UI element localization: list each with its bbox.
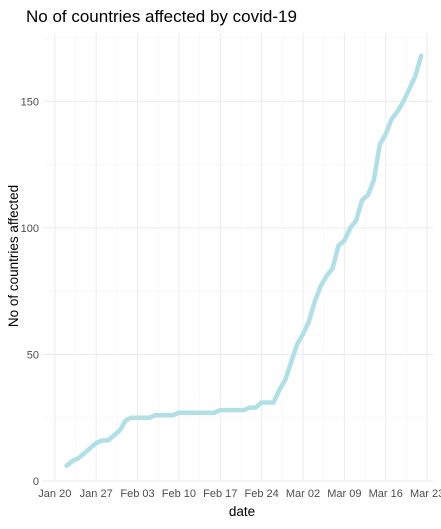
data-point [331,267,334,270]
y-axis-title: No of countries affected [6,185,21,327]
y-tick-label: 0 [33,476,39,488]
data-point [154,414,157,417]
data-point [242,408,246,412]
data-point [337,244,340,247]
x-tick-label: Feb 10 [162,488,196,500]
data-point [325,274,328,278]
x-tick-label: Feb 17 [203,488,237,500]
grid [43,33,433,482]
data-point [230,408,234,412]
data-point [402,100,405,103]
data-point [384,133,387,136]
data-point [284,378,287,381]
data-point [260,401,263,404]
x-axis-title: date [229,504,255,519]
data-point [254,406,257,409]
data-point [195,411,198,414]
data-point [213,411,216,414]
data-point [136,416,139,419]
data-point [307,320,311,323]
data-point [278,388,281,392]
data-point [124,419,127,422]
data-point [372,178,376,181]
y-axis: 0 50 100 150 [21,96,39,488]
data-point [248,406,251,409]
x-tick-label: Mar 16 [369,488,403,500]
data-point [319,284,322,288]
data-point [171,414,175,417]
data-point [414,74,417,78]
data-point [236,408,240,412]
data-point [183,411,186,414]
plot-area [64,53,424,469]
data-point [77,457,80,460]
data-point [366,193,370,197]
data-point [272,401,275,404]
data-point [148,416,151,419]
data-point [408,87,411,90]
x-axis: Jan 20 Jan 27 Feb 03 Feb 10 Feb 17 Feb 24 Mar … [38,488,441,500]
x-tick-label: Feb 24 [245,488,279,500]
data-point [112,434,116,437]
data-point [130,416,133,419]
data-point [219,408,222,412]
x-tick-label: Jan 27 [80,488,113,500]
data-point [160,414,163,417]
data-point [295,343,299,346]
x-tick-label: Feb 03 [120,488,154,500]
data-point [313,300,316,303]
data-point [390,117,393,121]
data-point [71,459,74,462]
data-point [95,441,98,445]
data-point [355,219,358,222]
data-point [290,360,293,364]
data-point [165,414,169,417]
data-point [349,226,352,230]
x-tick-label: Mar 09 [327,488,361,500]
y-tick-label: 50 [27,349,39,361]
y-tick-label: 150 [21,96,39,108]
data-point [89,446,92,450]
data-point [420,54,423,57]
x-tick-label: Jan 20 [38,488,71,500]
data-point [360,198,364,202]
data-point [396,110,399,113]
data-point [207,411,210,414]
data-point [100,439,104,442]
data-point [201,411,204,414]
data-point [301,333,305,336]
data-point [106,439,110,442]
data-point [118,429,122,432]
data-point [177,411,181,414]
x-tick-label: Mar 23 [410,488,441,500]
data-point [378,143,381,146]
series-line [64,53,424,469]
data-point [266,401,269,404]
data-point [225,408,228,412]
data-point [189,411,192,414]
data-point [65,464,68,467]
chart-title: No of countries affected by covid-19 [26,7,297,26]
data-point [142,416,145,419]
x-tick-label: Mar 02 [286,488,320,500]
data-point [83,452,86,455]
data-point [343,239,346,242]
y-tick-label: 100 [21,223,39,235]
